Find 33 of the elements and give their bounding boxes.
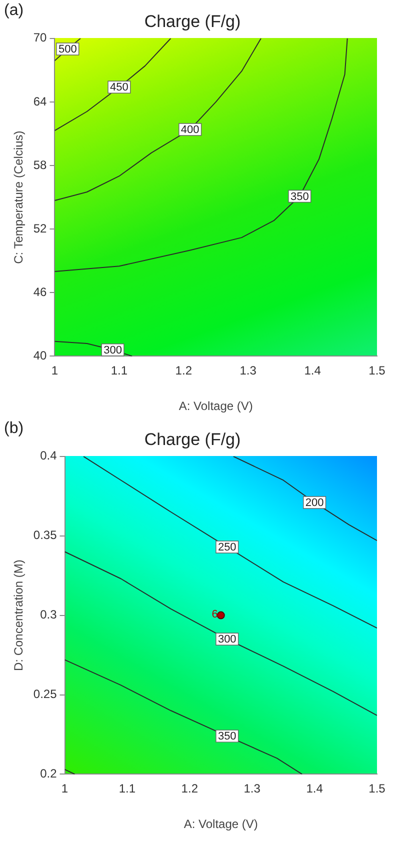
x-tick-label: 1.4 [304, 364, 322, 378]
x-tick-label: 1.3 [240, 364, 257, 378]
y-tick-label: 40 [33, 348, 48, 363]
x-tick-label: 1.3 [244, 782, 261, 796]
y-tick-label: 58 [33, 158, 48, 172]
x-tick-label: 1.1 [118, 782, 136, 796]
y-axis-title: D: Concentration (M) [12, 560, 26, 671]
y-tick-label: 64 [33, 94, 48, 108]
y-tick-label: 70 [33, 30, 48, 45]
x-axis-title: A: Voltage (V) [178, 399, 253, 414]
y-tick-label: 0.4 [40, 448, 58, 463]
y-tick-label: 0.3 [40, 608, 58, 622]
x-tick-label: 1.4 [306, 782, 324, 796]
point [216, 611, 225, 620]
y-tick-label: 46 [33, 284, 48, 299]
x-tick-label: 1.2 [175, 364, 192, 378]
x-tick-label: 1.5 [368, 364, 386, 378]
x-axis-title: A: Voltage (V) [184, 817, 258, 832]
x-tick-label: 1.5 [368, 782, 386, 796]
chart-title: Charge (F/g) [144, 430, 241, 449]
y-tick-label: 0.25 [33, 687, 58, 702]
text: (a) [4, 2, 24, 20]
series-label: 6 [212, 608, 218, 620]
x-tick-label: 1.2 [181, 782, 198, 796]
chart-title: Charge (F/g) [144, 12, 241, 31]
y-tick-label: 0.35 [33, 528, 58, 542]
y-axis-title: C: Temperature (Celcius) [12, 130, 26, 264]
x-tick-label: 1 [51, 364, 58, 378]
x-tick-label: 1 [61, 782, 68, 796]
y-tick-label: 0.2 [40, 766, 58, 781]
text: (b) [4, 420, 24, 438]
x-tick-label: 1.1 [110, 364, 128, 378]
y-tick-label: 52 [33, 221, 48, 236]
